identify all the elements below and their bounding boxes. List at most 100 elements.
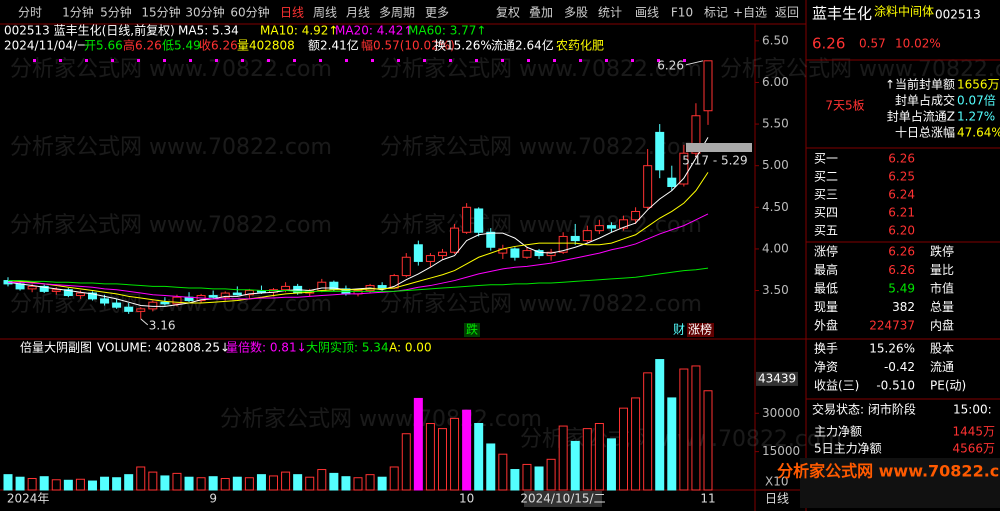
volume-bar xyxy=(389,466,399,491)
panel-text: 1445万 xyxy=(952,425,995,439)
toolbar-button[interactable]: 周线 xyxy=(313,6,337,20)
candle-body xyxy=(51,289,61,292)
toolbar-button[interactable]: 15分钟 xyxy=(141,5,180,20)
panel-text: 6.26 xyxy=(888,152,915,166)
ma-label: MA10: 4.92↑ xyxy=(260,24,338,38)
toolbar-button[interactable]: 复权 xyxy=(496,6,520,20)
toolbar-button[interactable]: 日线 xyxy=(280,6,304,20)
watermark: 分析家公式网 www.70822.com xyxy=(220,407,542,432)
volume-label: VOLUME: 402808.25↓ xyxy=(97,341,230,355)
panel-text: 6.25 xyxy=(888,170,915,184)
panel-text: 0.07倍 xyxy=(957,93,996,108)
candle-body xyxy=(631,210,641,221)
y-tick-label: 6.50 xyxy=(762,33,789,47)
toolbar-button[interactable]: 返回 xyxy=(775,6,799,20)
panel-text: 涂料中间体 xyxy=(874,4,934,19)
toolbar-button[interactable]: 更多 xyxy=(425,6,449,20)
candle-body xyxy=(172,296,182,305)
limit-dot xyxy=(345,59,348,62)
volume-bar xyxy=(244,477,254,491)
limit-dot xyxy=(423,59,426,62)
volume-bar xyxy=(425,423,435,491)
panel-text: 5.49 xyxy=(888,282,915,296)
toolbar-button[interactable]: 分时 xyxy=(18,6,42,20)
panel-text: 股本 xyxy=(930,342,954,356)
volume-bar xyxy=(39,476,49,491)
panel-text: 224737 xyxy=(869,319,915,333)
volume-label: 大阴实顶: 5.34 xyxy=(306,340,389,355)
panel-text: 0.57 xyxy=(859,37,886,51)
high-label: 6.26 xyxy=(657,58,684,72)
ma-line xyxy=(8,213,709,300)
ma-line xyxy=(7,172,709,304)
volume-bar xyxy=(63,479,73,491)
volume-bar xyxy=(377,476,387,491)
panel-text: 1.27% xyxy=(957,110,995,124)
candle-body xyxy=(75,292,85,297)
panel-text: 最低 xyxy=(814,282,838,296)
toolbar-button[interactable]: 多周期 xyxy=(379,6,415,20)
event-label: 涨榜 xyxy=(688,322,712,337)
toolbar-button[interactable]: 画线 xyxy=(635,6,659,20)
panel-text: 6.26 xyxy=(888,245,915,259)
cursor-value: 43439 xyxy=(758,371,796,385)
volume-bar xyxy=(51,479,61,491)
volume-bar xyxy=(570,440,580,491)
volume-label: 量倍数: 0.81↓ xyxy=(226,340,307,355)
toolbar-button[interactable]: 多股 xyxy=(564,6,588,20)
toolbar-button[interactable]: +自选 xyxy=(733,6,767,20)
ma-label: MA20: 4.42↑ xyxy=(335,24,413,38)
toolbar-button[interactable]: 月线 xyxy=(346,6,370,20)
panel-text: 6.24 xyxy=(888,188,915,202)
volume-bar xyxy=(172,472,182,491)
toolbar-button[interactable]: F10 xyxy=(671,6,693,20)
toolbar-button[interactable]: 1分钟 xyxy=(62,5,94,20)
panel-text: 封单占成交 xyxy=(895,93,955,108)
candle-body xyxy=(136,308,146,312)
event-box xyxy=(464,323,480,337)
volume-bar xyxy=(341,476,351,491)
toolbar-button[interactable]: 叠加 xyxy=(529,6,553,20)
limit-dot xyxy=(163,59,166,62)
toolbar-button[interactable]: 30分钟 xyxy=(185,5,224,20)
quote-field: 收6.26 xyxy=(199,39,238,53)
candle-body xyxy=(87,292,97,300)
quote-field: 开5.66 xyxy=(84,39,123,53)
panel-text: PE(动) xyxy=(930,379,966,393)
candle-body xyxy=(27,285,37,290)
candle-body xyxy=(124,306,134,312)
limit-dot xyxy=(527,59,530,62)
limit-dot xyxy=(33,59,36,62)
x-tick-label: 9 xyxy=(209,492,217,506)
panel-text: 6.26 xyxy=(888,263,915,277)
candle-body xyxy=(220,292,230,298)
candle-body xyxy=(401,256,411,277)
y-tick-label: 30000 xyxy=(762,406,800,420)
limit-dot xyxy=(475,59,478,62)
volume-bar xyxy=(594,423,604,491)
candle-body xyxy=(474,208,484,233)
volume-unit: X10 xyxy=(765,475,789,489)
range-box xyxy=(686,143,752,152)
limit-dot xyxy=(137,59,140,62)
candle-body xyxy=(281,285,291,291)
toolbar-button[interactable]: 60分钟 xyxy=(230,5,269,20)
volume-bar xyxy=(27,477,37,491)
limit-dot xyxy=(215,59,218,62)
panel-text: 蓝丰生化 xyxy=(812,5,872,23)
panel-text: 净资 xyxy=(814,360,838,374)
volume-bar xyxy=(703,390,713,491)
volume-bar xyxy=(256,474,266,491)
toolbar-button[interactable]: 统计 xyxy=(598,6,622,20)
panel-text: 买五 xyxy=(814,224,838,238)
candle-body xyxy=(486,231,496,248)
toolbar-button[interactable]: 5分钟 xyxy=(100,5,132,20)
limit-dot xyxy=(553,59,556,62)
candle-body xyxy=(232,292,242,296)
ma-line xyxy=(8,267,709,292)
panel-text: 涨停 xyxy=(814,244,838,259)
toolbar-button[interactable]: 标记 xyxy=(704,6,728,20)
volume-bar xyxy=(655,359,665,491)
volume-bar xyxy=(184,476,194,491)
